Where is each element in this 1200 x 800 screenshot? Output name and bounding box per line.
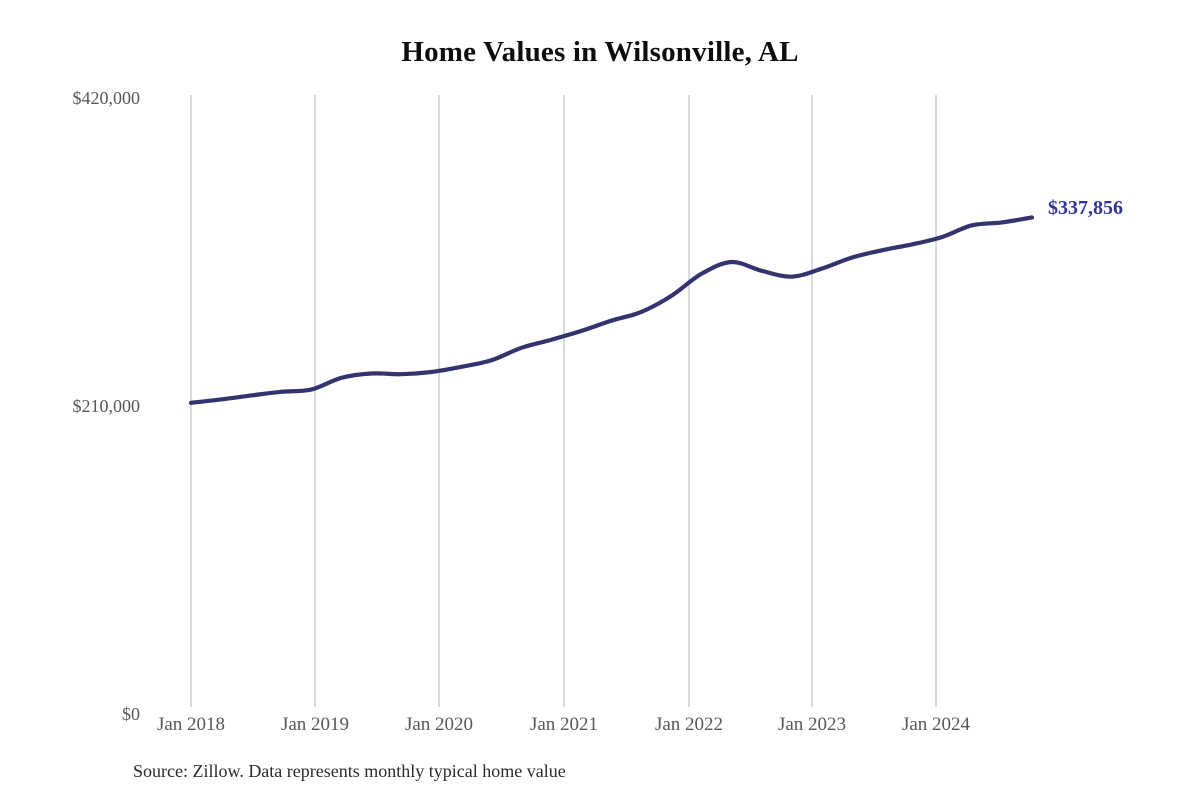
x-tick-label-jan-2023: Jan 2023 — [777, 714, 847, 735]
x-tick-label-jan-2020: Jan 2020 — [404, 714, 474, 735]
end-value-label: $337,856 — [1048, 197, 1123, 219]
y-tick-label-420000: $420,000 — [72, 88, 141, 108]
home-value-line — [188, 215, 1035, 405]
x-tick-label-jan-2022: Jan 2022 — [654, 714, 724, 735]
chart-title: Home Values in Wilsonville, AL — [401, 36, 799, 68]
y-tick-label-0: $0 — [122, 704, 140, 724]
source-note: Source: Zillow. Data represents monthly … — [133, 761, 566, 781]
x-tick-label-jan-2021: Jan 2021 — [529, 714, 599, 735]
gridlines — [190, 95, 937, 707]
y-tick-label-210000: $210,000 — [72, 396, 141, 416]
x-tick-label-jan-2024: Jan 2024 — [901, 714, 971, 735]
x-tick-label-jan-2019: Jan 2019 — [280, 714, 350, 735]
x-tick-label-jan-2018: Jan 2018 — [156, 714, 226, 735]
